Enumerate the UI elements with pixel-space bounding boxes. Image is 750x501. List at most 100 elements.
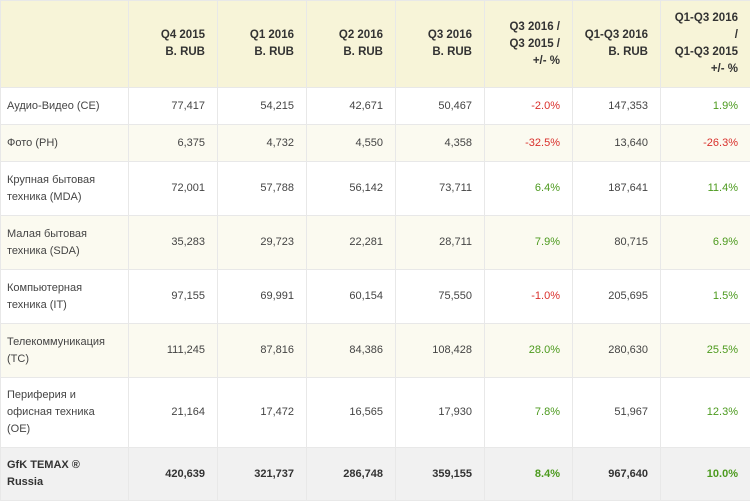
value-cell: 6.9%	[660, 215, 750, 270]
value-cell: 80,715	[572, 215, 661, 270]
value-cell: 84,386	[306, 323, 396, 378]
cell-line: техника (IT)	[7, 298, 67, 311]
value-cell: 25.5%	[660, 323, 750, 378]
value-cell: 11.4%	[660, 161, 750, 216]
cell-line: Q2 2016	[338, 29, 383, 41]
cell-line: Фото (PH)	[7, 136, 58, 149]
value-cell: 187,641	[572, 161, 661, 216]
value-cell: 205,695	[572, 269, 661, 324]
cell-line: Russia	[7, 476, 44, 488]
value-cell: 108,428	[395, 323, 485, 378]
cell-line: офисная техника	[7, 406, 95, 418]
value-cell: 87,816	[217, 323, 307, 378]
cell-line: (OE)	[7, 423, 31, 435]
label-cell: GfK TEMAX ® Russia	[0, 447, 129, 501]
value-cell: 57,788	[217, 161, 307, 216]
header-cell: Q1-Q3 2016 B. RUB	[572, 0, 661, 88]
value-cell: 4,550	[306, 124, 396, 162]
cell-line: Q1-Q3 2016	[674, 12, 738, 24]
value-cell: 60,154	[306, 269, 396, 324]
value-cell: -32.5%	[484, 124, 573, 162]
table-row: Телекоммуникация (TC) 111,245 87,816 84,386 1…	[0, 323, 750, 378]
value-cell: 75,550	[395, 269, 485, 324]
cell-line: Компьютерная	[7, 281, 83, 294]
value-cell: 17,930	[395, 377, 485, 448]
value-cell: 7.8%	[484, 377, 573, 448]
cell-line: Крупная бытовая	[7, 173, 96, 186]
header-cell: Q1-Q3 2016 / Q1-Q3 2015 +/- %	[660, 0, 750, 88]
cell-line: (TC)	[7, 352, 29, 365]
value-cell: 420,639	[128, 447, 218, 501]
value-cell: 286,748	[306, 447, 396, 501]
cell-line: Q3 2015 /	[509, 37, 560, 50]
value-cell: -2.0%	[484, 87, 573, 125]
value-cell: 35,283	[128, 215, 218, 270]
value-cell: 1.9%	[660, 87, 750, 125]
cell-line: B. RUB	[254, 46, 294, 58]
table-row: Периферия и офисная техника (OE) 21,164 17,4…	[0, 377, 750, 448]
value-cell: 54,215	[217, 87, 307, 125]
value-cell: 97,155	[128, 269, 218, 324]
value-cell: 51,967	[572, 377, 661, 448]
cell-line: GfK TEMAX ®	[7, 459, 80, 471]
value-cell: 1.5%	[660, 269, 750, 324]
value-cell: 321,737	[217, 447, 307, 501]
value-cell: 21,164	[128, 377, 218, 448]
value-cell: 29,723	[217, 215, 307, 270]
cell-line: техника (SDA)	[7, 244, 80, 257]
table-row: Малая бытовая техника (SDA) 35,283 29,723 22…	[0, 215, 750, 270]
value-cell: -26.3%	[660, 124, 750, 162]
label-cell: Компьютерная техника (IT)	[0, 269, 129, 324]
header-cell	[0, 0, 129, 88]
header-cell: Q2 2016 B. RUB	[306, 0, 396, 88]
cell-line: Телекоммуникация	[7, 335, 105, 348]
cell-line: +/- %	[710, 63, 738, 75]
table-row: Компьютерная техника (IT) 97,155 69,991 60,1…	[0, 269, 750, 324]
cell-line: Q1-Q3 2016	[584, 29, 648, 41]
value-cell: 280,630	[572, 323, 661, 378]
value-cell: 28,711	[395, 215, 485, 270]
header-row: Q4 2015 B. RUB Q1 2016 B. RUB Q2 2016 B. RUB Q…	[0, 0, 750, 88]
value-cell: 16,565	[306, 377, 396, 448]
table-row: Крупная бытовая техника (MDA) 72,001 57,788…	[0, 161, 750, 216]
value-cell: 77,417	[128, 87, 218, 125]
cell-line: Q3 2016 /	[509, 20, 560, 33]
header-cell: Q1 2016 B. RUB	[217, 0, 307, 88]
cell-line: B. RUB	[608, 46, 648, 58]
value-cell: 10.0%	[660, 447, 750, 501]
value-cell: 56,142	[306, 161, 396, 216]
cell-line: Аудио-Видео (CE)	[7, 99, 100, 112]
value-cell: 111,245	[128, 323, 218, 378]
cell-line: Периферия и	[7, 389, 76, 401]
table-row: Фото (PH) 6,375 4,732 4,550 4,358 -32.5% 13,64…	[0, 124, 750, 162]
label-cell: Крупная бытовая техника (MDA)	[0, 161, 129, 216]
label-cell: Телекоммуникация (TC)	[0, 323, 129, 378]
value-cell: 28.0%	[484, 323, 573, 378]
value-cell: 17,472	[217, 377, 307, 448]
value-cell: 6.4%	[484, 161, 573, 216]
value-cell: 8.4%	[484, 447, 573, 501]
value-cell: 50,467	[395, 87, 485, 125]
value-cell: 22,281	[306, 215, 396, 270]
cell-line: Q4 2015	[160, 29, 205, 41]
cell-line: +/- %	[532, 54, 560, 67]
value-cell: 147,353	[572, 87, 661, 125]
header-cell: Q3 2016 / Q3 2015 / +/- %	[484, 0, 573, 88]
value-cell: 7.9%	[484, 215, 573, 270]
value-cell: 4,358	[395, 124, 485, 162]
cell-line: Q3 2016	[427, 29, 472, 41]
label-cell: Малая бытовая техника (SDA)	[0, 215, 129, 270]
value-cell: 6,375	[128, 124, 218, 162]
cell-line: B. RUB	[343, 46, 383, 58]
cell-line: B. RUB	[165, 46, 205, 58]
label-cell: Периферия и офисная техника (OE)	[0, 377, 129, 448]
cell-line: техника (MDA)	[7, 190, 82, 203]
cell-line: /	[734, 29, 738, 41]
table-row: Аудио-Видео (CE) 77,417 54,215 42,671 50,467…	[0, 87, 750, 125]
cell-line: Малая бытовая	[7, 227, 87, 240]
value-cell: 72,001	[128, 161, 218, 216]
cell-line: Q1 2016	[249, 29, 294, 41]
value-cell: 42,671	[306, 87, 396, 125]
value-cell: -1.0%	[484, 269, 573, 324]
